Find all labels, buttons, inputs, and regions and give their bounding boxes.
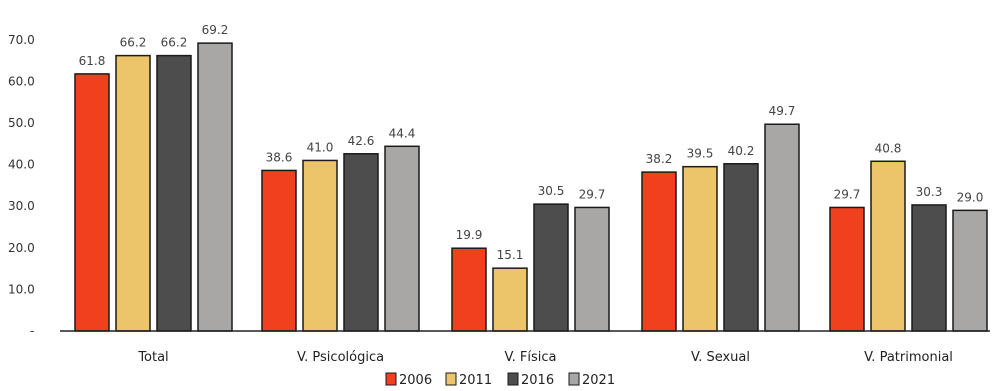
bar-2011 <box>682 165 718 332</box>
y-tick-label: 60.0 <box>8 74 35 88</box>
y-tick-label: 40.0 <box>8 158 35 172</box>
bar-value-label: 42.6 <box>348 134 375 148</box>
x-category-label: V. Psicológica <box>297 350 384 365</box>
legend-swatch-2006 <box>385 372 397 386</box>
bar-2016 <box>156 54 192 332</box>
bar-2011 <box>302 159 338 332</box>
legend-swatch-2011 <box>445 372 457 386</box>
bar-2021 <box>197 42 233 332</box>
value-labels: 61.8 38.6 19.9 38.2 29.7 66.2 41.0 15.1 39.5 40.8… <box>79 23 984 262</box>
bar-value-label: 66.2 <box>120 36 147 50</box>
bar-2011 <box>115 54 151 332</box>
bar-2006 <box>451 247 487 332</box>
bar-2016 <box>343 153 379 332</box>
bar-value-label: 29.0 <box>957 190 984 204</box>
bar-2021 <box>384 145 420 332</box>
x-axis: Total V. Psicológica V. Física V. Sexual V. … <box>60 330 990 365</box>
bar-2006 <box>261 169 297 332</box>
x-category-label: V. Sexual <box>691 350 750 365</box>
bar-value-label: 41.0 <box>307 140 334 154</box>
bar-2021 <box>952 209 988 332</box>
bar-2021 <box>764 123 800 332</box>
y-tick-label: 70.0 <box>8 33 35 47</box>
bar-value-label: 61.8 <box>79 54 106 68</box>
x-category-label: Total <box>137 350 168 365</box>
bar-value-label: 29.7 <box>579 187 606 201</box>
bar-2006 <box>74 73 110 332</box>
bar-value-label: 19.9 <box>456 228 483 242</box>
bars <box>74 42 988 332</box>
legend-swatch-2021 <box>568 372 580 386</box>
bar-value-label: 39.5 <box>687 147 714 161</box>
bar-2006 <box>641 171 677 332</box>
y-tick-label: 10.0 <box>8 282 35 296</box>
bar-value-label: 38.6 <box>266 150 293 164</box>
legend-label: 2016 <box>521 373 554 388</box>
bar-value-label: 49.7 <box>769 104 796 118</box>
legend-label: 2011 <box>459 373 492 388</box>
bar-value-label: 69.2 <box>202 23 229 37</box>
bar-value-label: 66.2 <box>161 36 188 50</box>
y-tick-label: 20.0 <box>8 241 35 255</box>
legend-label: 2021 <box>582 373 615 388</box>
bar-2016 <box>723 163 759 332</box>
bar-value-label: 29.7 <box>834 187 861 201</box>
bar-value-label: 30.3 <box>916 185 943 199</box>
y-axis: 10.0 20.0 30.0 40.0 50.0 60.0 70.0 - <box>8 33 35 338</box>
bar-2016 <box>533 203 569 332</box>
y-tick-label: 30.0 <box>8 199 35 213</box>
bar-2011 <box>492 267 528 332</box>
bar-value-label: 40.2 <box>728 144 755 158</box>
bar-2016 <box>911 204 947 332</box>
bar-value-label: 15.1 <box>497 248 524 262</box>
bar-value-label: 38.2 <box>646 152 673 166</box>
x-category-label: V. Física <box>504 350 556 365</box>
bar-value-label: 30.5 <box>538 184 565 198</box>
bar-value-label: 40.8 <box>875 141 902 155</box>
x-category-label: V. Patrimonial <box>864 350 953 365</box>
legend-label: 2006 <box>399 373 432 388</box>
legend: 2006 2011 2016 2021 <box>385 372 615 388</box>
bar-2021 <box>574 206 610 332</box>
bar-2006 <box>829 206 865 332</box>
bar-2011 <box>870 160 906 332</box>
y-tick-label: 50.0 <box>8 116 35 130</box>
legend-swatch-2016 <box>507 372 519 386</box>
y-tick-label-zero: - <box>30 324 34 338</box>
bar-value-label: 44.4 <box>389 126 416 140</box>
